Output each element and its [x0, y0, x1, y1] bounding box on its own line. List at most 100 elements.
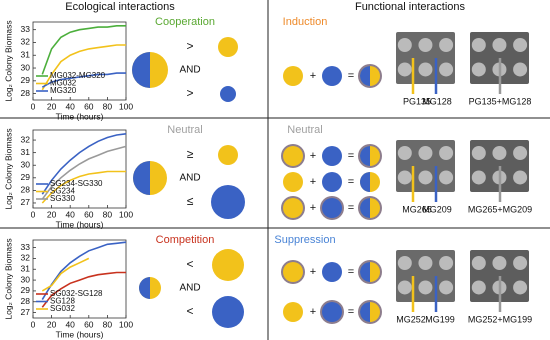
colony-spot — [418, 62, 433, 77]
relation-symbol: > — [186, 39, 193, 53]
y-tick-label: 29 — [21, 285, 31, 295]
colony-spot — [397, 38, 412, 52]
colony — [211, 185, 245, 219]
y-tick-label: 32 — [21, 253, 31, 263]
relation-symbol: ≥ — [187, 147, 194, 161]
operator: = — [348, 150, 354, 162]
colony-spot — [513, 62, 528, 77]
colony — [283, 146, 303, 166]
x-axis-label: Time (hours) — [56, 111, 104, 121]
x-tick-label: 60 — [84, 319, 94, 329]
colony-spot — [471, 280, 486, 295]
plot-frame — [32, 129, 127, 209]
strain-label: MG252 — [396, 314, 426, 324]
operator: + — [310, 70, 316, 82]
y-tick-label: 32 — [21, 37, 31, 47]
x-axis-label: Time (hours) — [56, 219, 104, 229]
plot-frame — [32, 21, 127, 101]
x-tick-label: 0 — [31, 209, 36, 219]
ecological-title: Competition — [156, 234, 215, 246]
operator: = — [348, 176, 354, 188]
y-tick-label: 28 — [21, 88, 31, 98]
colony-spot — [397, 62, 412, 77]
x-tick-label: 60 — [84, 101, 94, 111]
colony-half — [360, 66, 370, 86]
ecological-title: Cooperation — [155, 16, 215, 28]
y-tick-label: 31 — [21, 49, 31, 59]
x-tick-label: 60 — [84, 209, 94, 219]
colony-spot — [397, 146, 412, 160]
colony — [322, 66, 342, 86]
y-tick-label: 30 — [21, 274, 31, 284]
colony-spot — [471, 62, 486, 77]
x-tick-label: 100 — [119, 101, 133, 111]
operator: + — [310, 306, 316, 318]
colony — [322, 198, 342, 218]
relation-symbol: < — [186, 257, 193, 271]
legend-label: MG032-MG320 — [50, 71, 106, 80]
y-tick-label: 28 — [21, 185, 31, 195]
series-line — [41, 25, 126, 75]
colony-spot — [439, 170, 454, 185]
colony-spot — [418, 280, 433, 295]
x-tick-label: 20 — [47, 319, 57, 329]
operator: + — [310, 202, 316, 214]
strain-label: MG252+MG199 — [468, 314, 532, 324]
colony-spot — [439, 38, 454, 52]
legend-label: SG234 — [50, 187, 75, 196]
y-tick-label: 31 — [21, 264, 31, 274]
legend-label: MG320 — [50, 86, 77, 95]
colony-half — [132, 52, 150, 88]
colony-spot — [397, 280, 412, 295]
colony — [283, 302, 303, 322]
relation-symbol: AND — [179, 65, 200, 76]
colony — [322, 262, 342, 282]
x-axis-label: Time (hours) — [56, 329, 104, 339]
relation-symbol: ≤ — [187, 194, 194, 208]
colony-spot — [439, 256, 454, 270]
relation-symbol: < — [186, 304, 193, 318]
colony-spot — [492, 38, 507, 52]
y-tick-label: 32 — [21, 134, 31, 144]
colony — [212, 249, 244, 281]
legend-label: SG032-SG128 — [50, 289, 103, 298]
colony-spot — [471, 256, 486, 270]
x-tick-label: 20 — [47, 209, 57, 219]
x-tick-label: 0 — [31, 101, 36, 111]
legend-label: MG032 — [50, 79, 77, 88]
colony — [212, 296, 244, 328]
colony-spot — [471, 38, 486, 52]
y-axis-label: Log₂ Colony Biomass — [3, 238, 13, 319]
colony — [283, 262, 303, 282]
operator: = — [348, 70, 354, 82]
colony — [322, 146, 342, 166]
relation-symbol: AND — [179, 283, 200, 294]
strain-label: PG135 — [403, 96, 431, 106]
y-tick-label: 30 — [21, 159, 31, 169]
legend-label: SG330 — [50, 194, 75, 203]
colony-spot — [492, 256, 507, 270]
colony-spot — [397, 256, 412, 270]
y-tick-label: 28 — [21, 296, 31, 306]
colony-spot — [418, 146, 433, 160]
x-tick-label: 100 — [119, 319, 133, 329]
series-line — [41, 133, 127, 195]
y-axis-label: Log₂ Colony Biomass — [3, 128, 13, 209]
y-tick-label: 30 — [21, 62, 31, 72]
colony-spot — [418, 170, 433, 185]
colony — [218, 37, 238, 57]
header: Ecological interactions — [65, 1, 175, 13]
y-tick-label: 27 — [21, 307, 31, 317]
colony-half — [360, 198, 370, 218]
colony-spot — [513, 38, 528, 52]
relation-symbol: AND — [179, 173, 200, 184]
x-tick-label: 40 — [65, 209, 75, 219]
colony — [283, 172, 303, 192]
y-tick-label: 33 — [21, 242, 31, 252]
series-line — [41, 145, 127, 200]
colony — [283, 66, 303, 86]
y-tick-label: 31 — [21, 147, 31, 157]
series-line — [41, 44, 126, 91]
operator: = — [348, 202, 354, 214]
strain-label: PG135+MG128 — [469, 96, 532, 106]
